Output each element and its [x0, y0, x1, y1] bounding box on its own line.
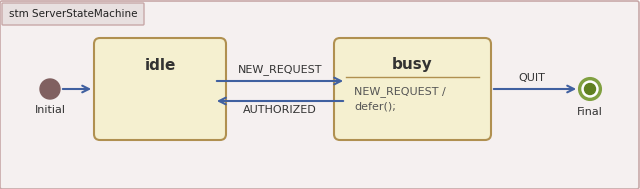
Text: busy: busy — [392, 57, 433, 71]
Circle shape — [584, 84, 595, 94]
Text: NEW_REQUEST /
defer();: NEW_REQUEST / defer(); — [354, 87, 445, 112]
Circle shape — [579, 78, 601, 100]
FancyBboxPatch shape — [334, 38, 491, 140]
FancyBboxPatch shape — [2, 3, 144, 25]
Text: NEW_REQUEST: NEW_REQUEST — [237, 64, 323, 75]
Text: stm ServerStateMachine: stm ServerStateMachine — [9, 9, 138, 19]
Text: AUTHORIZED: AUTHORIZED — [243, 105, 317, 115]
Text: QUIT: QUIT — [518, 73, 545, 83]
Text: idle: idle — [144, 59, 176, 74]
Circle shape — [40, 79, 60, 99]
Text: Final: Final — [577, 107, 603, 117]
Text: Initial: Initial — [35, 105, 65, 115]
FancyBboxPatch shape — [94, 38, 226, 140]
Circle shape — [582, 81, 598, 97]
